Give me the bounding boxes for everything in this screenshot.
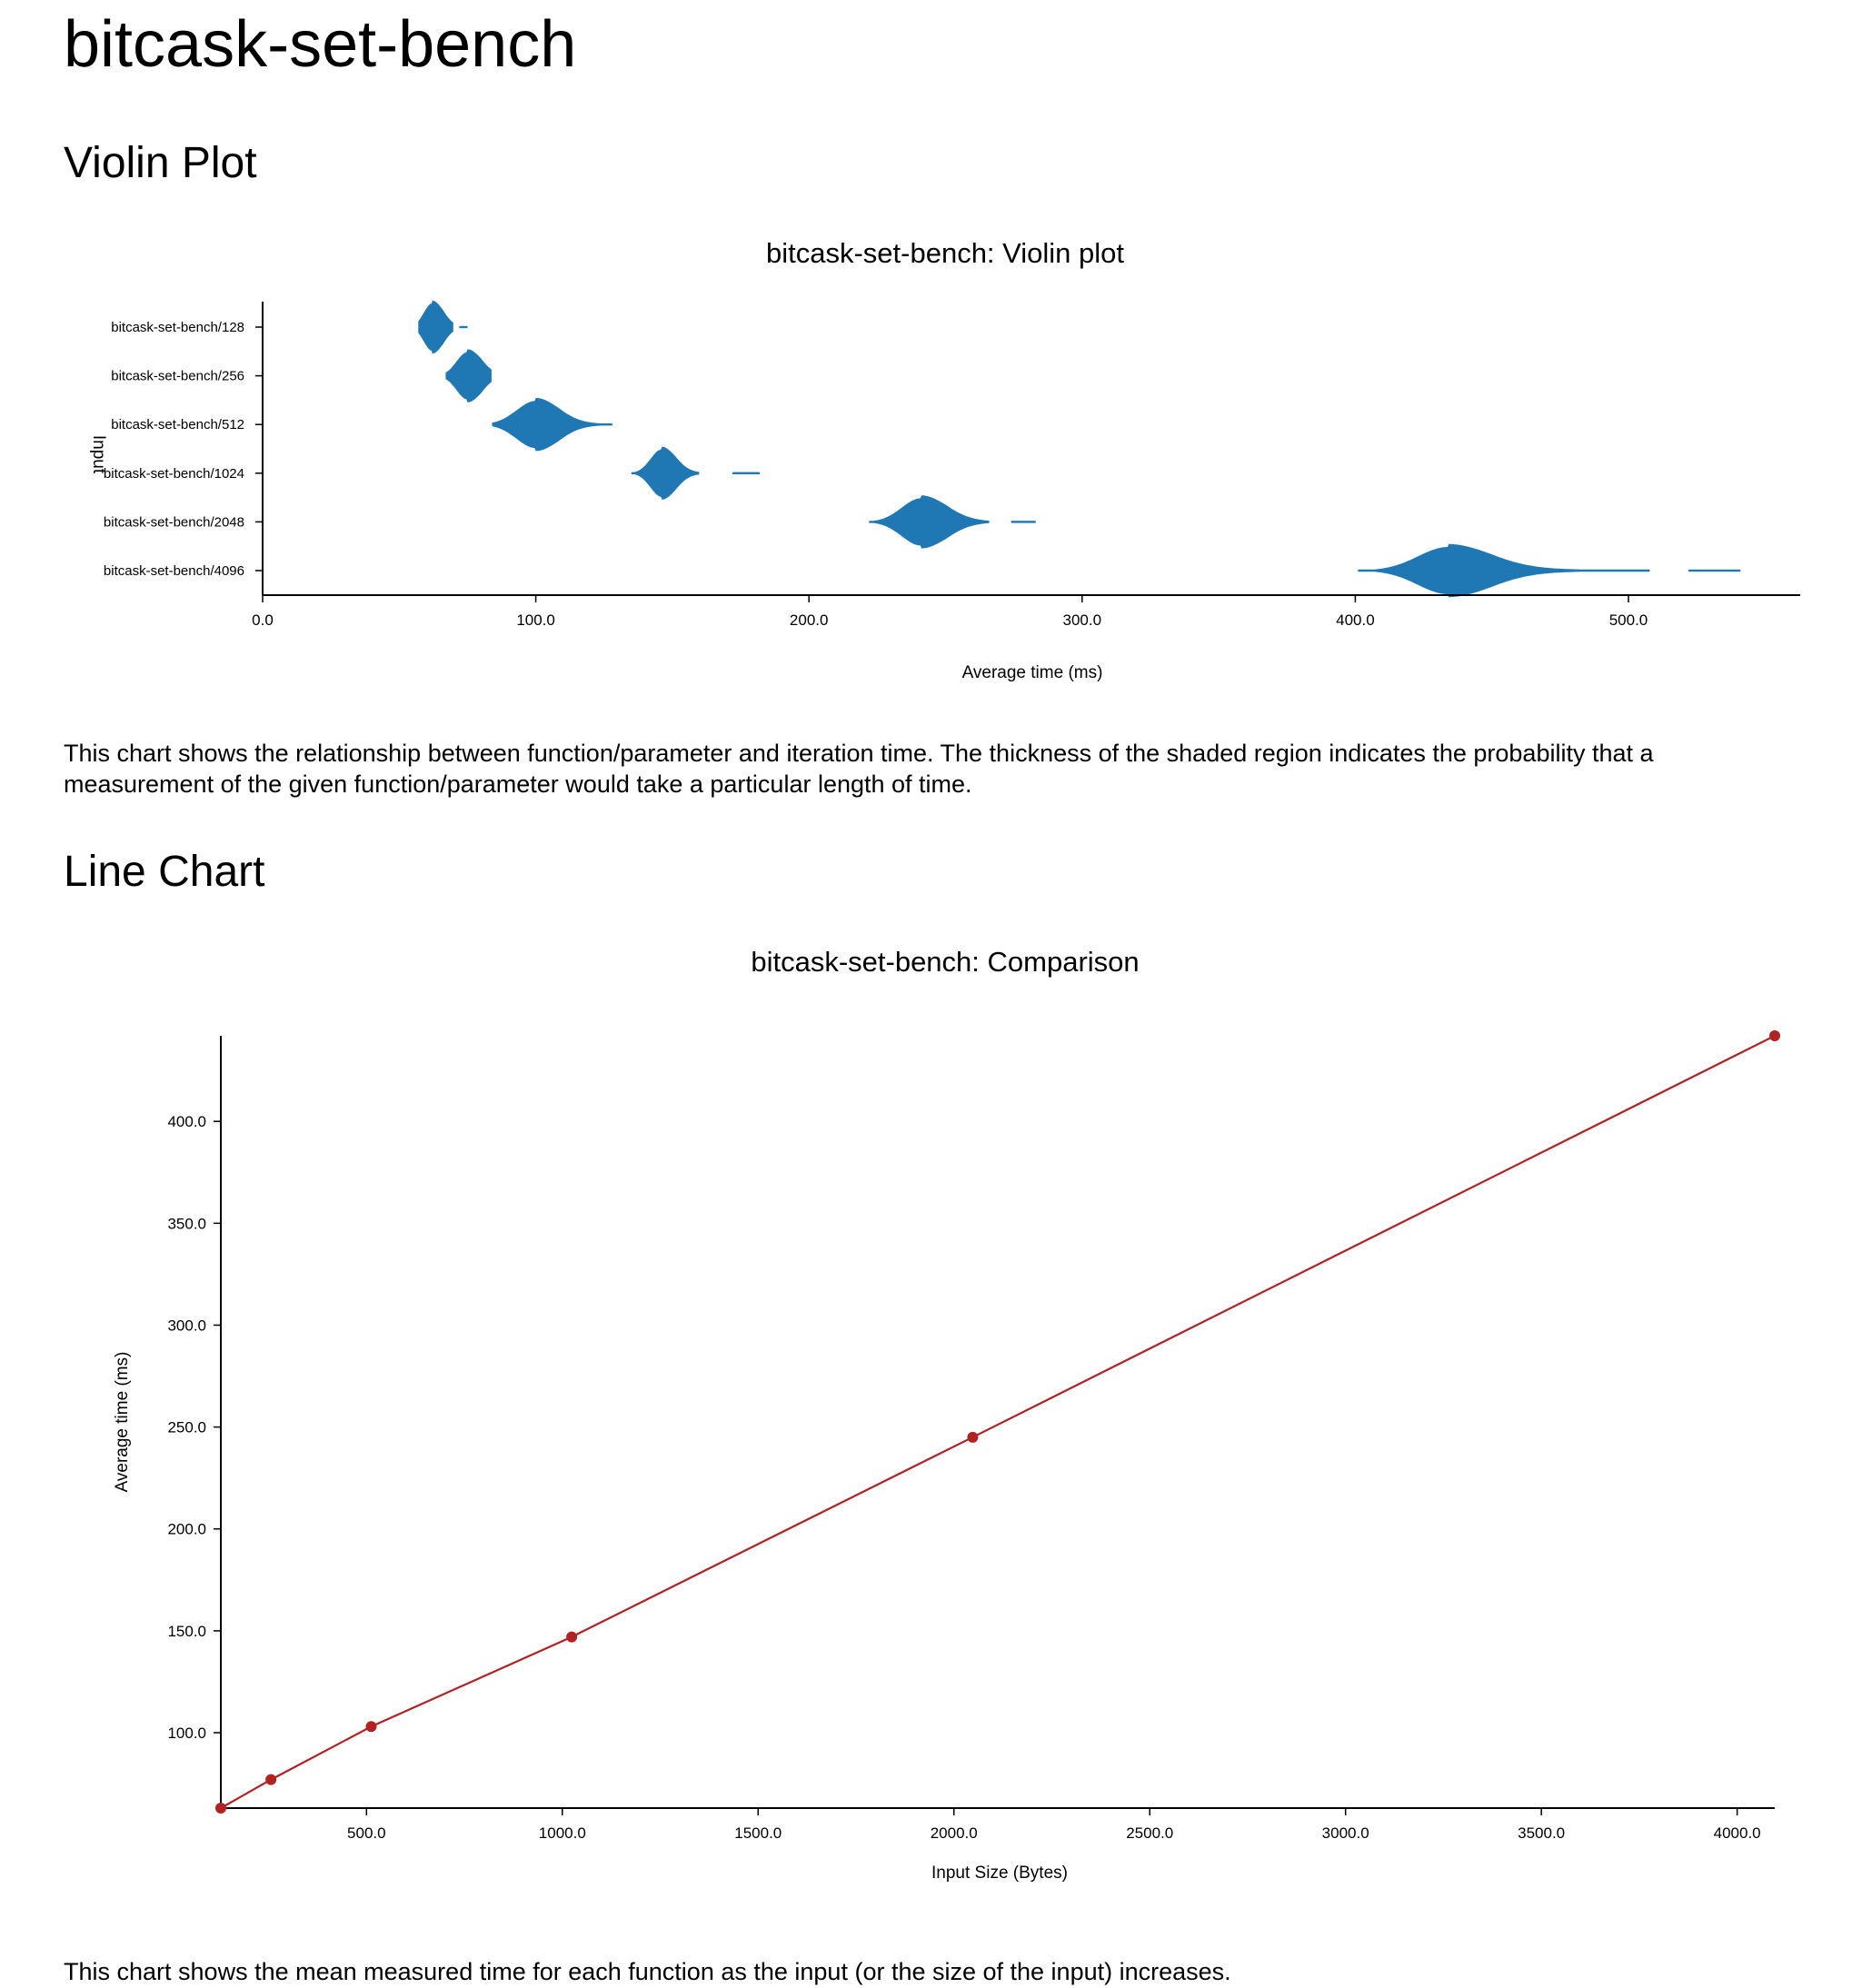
line-x-tick-label: 4000.0	[1714, 1824, 1761, 1842]
violin-shape	[869, 495, 990, 549]
page-title: bitcask-set-bench	[64, 8, 577, 81]
data-point	[1769, 1030, 1780, 1041]
violin-outlier-segment	[1688, 569, 1741, 572]
violin-chart-title: bitcask-set-bench: Violin plot	[766, 237, 1124, 269]
violin-category-label: bitcask-set-bench/256	[111, 369, 244, 384]
data-point	[967, 1431, 979, 1443]
line-y-tick-label: 350.0	[167, 1215, 206, 1232]
line-x-tick-label: 1500.0	[734, 1824, 782, 1842]
violin-x-tick-label: 400.0	[1336, 611, 1375, 629]
violin-x-tick-label: 300.0	[1063, 611, 1102, 629]
violin-category-label: bitcask-set-bench/1024	[104, 466, 244, 482]
line-x-tick-label: 2500.0	[1126, 1824, 1173, 1842]
line-x-tick-label: 3000.0	[1322, 1824, 1369, 1842]
data-point	[365, 1721, 377, 1733]
violin-category-label: bitcask-set-bench/128	[111, 320, 244, 335]
data-point	[265, 1774, 277, 1785]
line-y-tick-label: 100.0	[167, 1725, 206, 1742]
line-y-tick-label: 200.0	[167, 1521, 206, 1538]
violin-description: This chart shows the relationship betwee…	[64, 740, 1654, 798]
line-chart: bitcask-set-bench: Comparison 500.0 1000.…	[113, 946, 1780, 1883]
line-x-axis-label: Input Size (Bytes)	[931, 1864, 1068, 1883]
line-x-tick-label: 500.0	[347, 1824, 386, 1842]
line-y-tick-label: 300.0	[167, 1317, 206, 1334]
line-chart-heading: Line Chart	[64, 848, 265, 896]
violin-x-tick-label: 0.0	[252, 611, 274, 629]
violin-axes: 0.0 100.0 200.0 300.0 400.0 500.0 bitcask-set-…	[104, 302, 1800, 629]
violin-outlier-segment	[459, 325, 468, 329]
violin-plot: bitcask-set-bench: Violin plot 0.0 100.0 2…	[89, 237, 1800, 682]
line-x-tick-label: 2000.0	[931, 1824, 978, 1842]
violin-marks	[418, 300, 1741, 598]
violin-x-tick-label: 200.0	[790, 611, 829, 629]
line-x-tick-label: 3500.0	[1518, 1824, 1565, 1842]
violin-x-tick-label: 100.0	[516, 611, 555, 629]
data-point	[566, 1631, 578, 1643]
data-point	[215, 1803, 226, 1814]
violin-outlier-segment	[1011, 521, 1036, 523]
violin-y-axis-label: Input	[89, 435, 108, 474]
line-x-tick-label: 1000.0	[539, 1824, 586, 1842]
line-y-tick-label: 150.0	[167, 1623, 206, 1640]
series-line	[220, 1035, 1776, 1809]
violin-category-label: bitcask-set-bench/512	[111, 417, 244, 432]
line-y-axis-label: Average time (ms)	[113, 1352, 132, 1493]
violin-shape	[492, 398, 612, 452]
line-y-tick-label: 400.0	[167, 1113, 206, 1130]
line-description: This chart shows the mean measured time …	[64, 1958, 1231, 1985]
violin-x-tick-label: 500.0	[1609, 611, 1648, 629]
line-marks	[215, 1030, 1780, 1814]
violin-x-axis-label: Average time (ms)	[962, 663, 1103, 682]
line-y-tick-label: 250.0	[167, 1419, 206, 1436]
violin-outlier-segment	[732, 472, 761, 474]
violin-category-label: bitcask-set-bench/2048	[104, 514, 244, 530]
line-chart-title: bitcask-set-bench: Comparison	[751, 946, 1139, 978]
violin-shape	[631, 446, 700, 500]
violin-category-label: bitcask-set-bench/4096	[104, 563, 244, 579]
line-axes: 500.0 1000.0 1500.0 2000.0 2500.0 3000.0 3500.…	[167, 1036, 1775, 1842]
violin-shape	[445, 349, 492, 403]
violin-shape	[418, 300, 453, 354]
violin-plot-heading: Violin Plot	[64, 139, 257, 187]
violin-shape	[1358, 543, 1650, 598]
